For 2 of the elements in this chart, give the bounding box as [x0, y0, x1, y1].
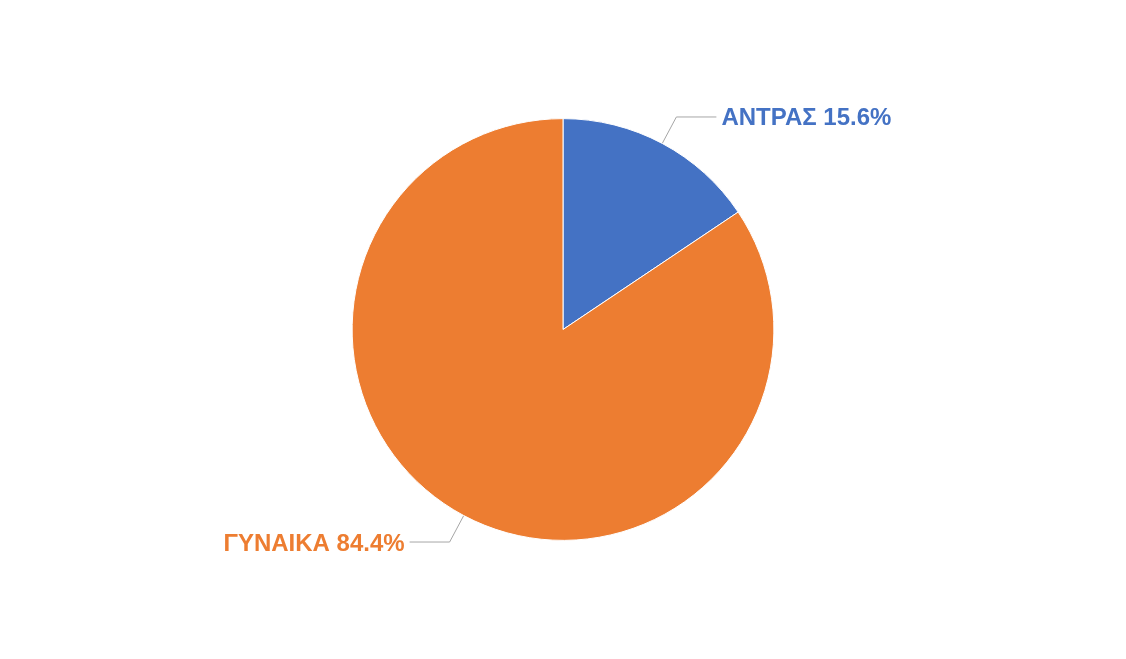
slice-label: ΓΥΝΑΙΚΑ 84.4% [223, 528, 405, 556]
slice-label: ΑΝΤΡΑΣ 15.6% [721, 103, 892, 131]
